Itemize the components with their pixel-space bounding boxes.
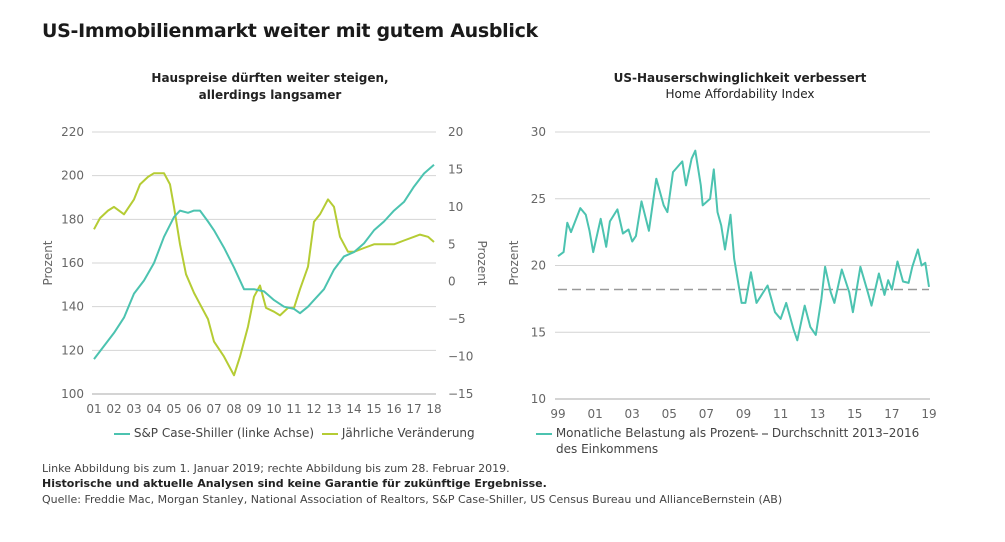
- y2-tick-label: 5: [448, 237, 456, 251]
- legend-average: Durchschnitt 2013–2016: [752, 425, 919, 441]
- x-tick-label: 17: [884, 407, 899, 421]
- y2-tick-label: 15: [448, 162, 463, 176]
- y2-tick-label: 0: [448, 275, 456, 289]
- x-tick-label: 15: [847, 407, 862, 421]
- x-tick-label: 09: [736, 407, 751, 421]
- y2-tick-label: −5: [448, 312, 466, 326]
- y2-tick-label: −15: [448, 387, 473, 401]
- x-tick-label: 18: [426, 402, 441, 416]
- left-chart-title-line1: Hauspreise dürften weiter steigen,: [151, 71, 389, 85]
- legend-label-2: des Einkommens: [556, 442, 659, 456]
- y2-tick-label: −10: [448, 350, 473, 364]
- x-tick-label: 08: [226, 402, 241, 416]
- x-tick-label: 07: [699, 407, 714, 421]
- y-axis-label: Prozent: [41, 240, 55, 285]
- x-tick-label: 11: [286, 402, 301, 416]
- y-tick-label: 20: [531, 259, 546, 273]
- series-line-monthly-burden: [557, 149, 930, 342]
- y2-axis-label: Prozent: [475, 240, 489, 285]
- y-tick-label: 140: [61, 300, 84, 314]
- y-tick-label: 30: [531, 125, 546, 139]
- x-tick-label: 17: [406, 402, 421, 416]
- y-tick-label: 25: [531, 192, 546, 206]
- x-tick-label: 19: [921, 407, 936, 421]
- y2-tick-label: 10: [448, 200, 463, 214]
- x-tick-label: 05: [662, 407, 677, 421]
- y-tick-label: 15: [531, 325, 546, 339]
- y2-tick-label: 20: [448, 125, 463, 139]
- legend-label: S&P Case-Shiller (linke Achse): [133, 426, 315, 440]
- y-tick-label: 100: [61, 387, 84, 401]
- legend-swatch-teal: [536, 432, 552, 435]
- legend-swatch-teal: [114, 432, 130, 435]
- x-tick-label: 13: [326, 402, 341, 416]
- series-line-jaehrliche-veraenderung: [93, 172, 435, 377]
- y-axis-label: Prozent: [507, 240, 521, 285]
- legend-monthly-burden: Monatliche Belastung als Prozent des Ein…: [536, 425, 755, 457]
- legend-label: Durchschnitt 2013–2016: [771, 426, 920, 440]
- x-tick-label: 13: [810, 407, 825, 421]
- x-tick-label: 01: [587, 407, 602, 421]
- x-tick-label: 15: [366, 402, 381, 416]
- series-line-case-shiller: [93, 164, 435, 360]
- x-tick-label: 10: [266, 402, 281, 416]
- x-tick-label: 07: [206, 402, 221, 416]
- page-title: US-Immobilienmarkt weiter mit gutem Ausb…: [42, 20, 538, 42]
- legend-swatch-green: [322, 432, 338, 435]
- x-tick-label: 02: [106, 402, 121, 416]
- footnote: Linke Abbildung bis zum 1. Januar 2019; …: [42, 462, 510, 475]
- right-chart: 30 25 20 15 10 99 01 03 05 07 09 11 13 15 17 19 Prozent: [507, 125, 937, 421]
- x-tick-label: 09: [246, 402, 261, 416]
- x-tick-label: 14: [346, 402, 361, 416]
- y-tick-label: 180: [61, 212, 84, 226]
- y-tick-label: 220: [61, 125, 84, 139]
- x-tick-label: 01: [86, 402, 101, 416]
- legend-case-shiller: S&P Case-Shiller (linke Achse): [114, 425, 314, 441]
- x-tick-label: 99: [550, 407, 565, 421]
- y-tick-label: 160: [61, 256, 84, 270]
- left-chart-title-line2: allerdings langsamer: [198, 88, 342, 102]
- right-chart-title: US-Hauserschwinglichkeit verbessert: [613, 71, 867, 85]
- right-chart-subtitle: Home Affordability Index: [665, 87, 815, 101]
- x-tick-label: 16: [386, 402, 401, 416]
- x-tick-label: 05: [166, 402, 181, 416]
- legend-label: Monatliche Belastung als Prozent: [555, 426, 755, 440]
- y-tick-label: 200: [61, 169, 84, 183]
- legend-change: Jährliche Veränderung: [322, 425, 475, 441]
- x-tick-label: 03: [625, 407, 640, 421]
- source: Quelle: Freddie Mac, Morgan Stanley, Nat…: [42, 493, 783, 506]
- x-tick-label: 03: [126, 402, 141, 416]
- y-tick-label: 10: [531, 392, 546, 406]
- disclaimer: Historische und aktuelle Analysen sind k…: [42, 477, 547, 490]
- legend-label: Jährliche Veränderung: [341, 426, 475, 440]
- legend-swatch-dashed: [752, 432, 768, 435]
- x-tick-label: 11: [773, 407, 788, 421]
- x-tick-label: 12: [306, 402, 321, 416]
- x-tick-label: 06: [186, 402, 201, 416]
- x-tick-label: 04: [146, 402, 161, 416]
- left-chart: 220 200 180 160 140 120 100 20 15 10 5 0 −5 −10 −15 01 0…: [41, 125, 489, 416]
- left-chart-title: Hauspreise dürften weiter steigen, aller…: [120, 70, 420, 104]
- y-tick-label: 120: [61, 343, 84, 357]
